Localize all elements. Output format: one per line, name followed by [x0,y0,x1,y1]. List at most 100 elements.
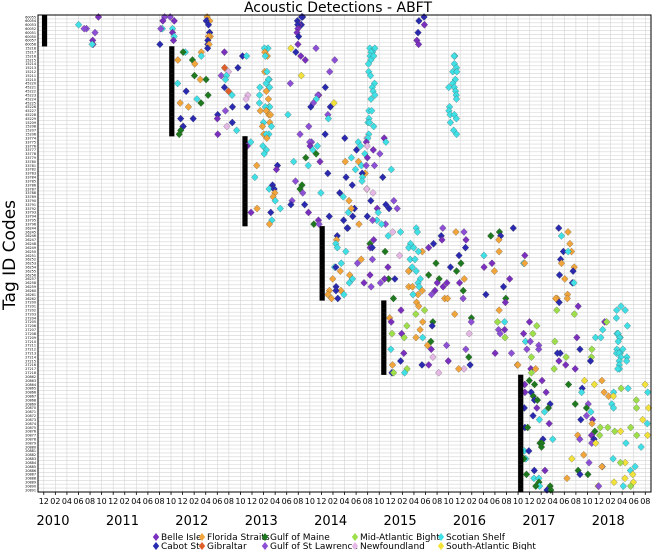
detection-point [378,220,386,228]
tagging-marker [319,292,325,297]
detection-point [214,130,222,139]
detection-point [480,263,488,271]
detection-point [271,196,279,205]
detection-point [495,236,503,244]
detection-point [175,130,183,139]
detection-point [639,415,647,424]
detection-point [265,185,273,193]
tagging-marker [518,484,524,489]
y-tick-label: 27209 [25,336,36,340]
tagging-marker [319,233,325,239]
detection-point [256,107,264,115]
detection-point [223,122,231,131]
y-tick-label: 45227 [25,109,36,113]
detection-point [331,56,339,64]
detection-point [584,470,592,479]
y-tick-label: 20875 [25,426,36,430]
y-tick-label: 33789 [25,195,36,199]
detection-point [603,318,611,326]
detection-point [177,114,185,123]
detection-point [376,150,384,158]
detection-point [415,302,423,311]
y-tick-label: 45220 [25,82,36,86]
detection-point [228,118,236,127]
detection-point [415,17,423,25]
tagging-marker [242,147,248,153]
detection-point [545,419,553,428]
x-tick-label: 02 [50,497,60,506]
detection-point [540,408,549,416]
detection-point [256,83,264,92]
detection-point [310,220,318,228]
detection-point [259,142,267,150]
detection-point [619,482,627,490]
detection-point [400,349,408,357]
y-tick-label: 27205 [25,320,36,324]
detection-point [388,361,397,369]
detection-point [514,361,522,369]
detection-point [304,161,312,170]
x-tick-label: 04 [548,497,558,506]
detection-point [591,333,600,342]
detection-point [452,228,460,236]
legend-marker [351,542,359,550]
detection-point [427,345,435,354]
detection-point [553,306,561,314]
tagging-marker [381,339,387,344]
y-tick-label: 60051 [25,31,36,35]
tagging-marker [381,359,387,364]
detection-point [423,341,432,350]
y-tick-label: 20877 [25,434,36,438]
tagging-marker [518,429,524,434]
detection-point [204,91,212,99]
detection-point [220,83,229,92]
y-tick-label: 20890 [25,484,36,488]
y-tick-label: 26262 [25,297,36,301]
tagging-marker [169,116,175,121]
detection-point [621,458,629,467]
detection-point [420,306,429,314]
x-tick-label: 08 [293,497,303,506]
detection-point [315,220,323,228]
detection-point [156,40,164,49]
tagging-marker [242,163,248,168]
detection-point [324,114,332,123]
detection-point [526,337,534,346]
detection-point [613,306,621,314]
detection-point [170,17,178,25]
y-tick-label: 45223 [25,93,36,97]
detection-point [595,482,603,490]
tagging-marker [319,245,325,250]
detection-point [217,71,225,80]
detection-point [389,294,398,303]
detection-point [587,408,595,416]
y-tick-label: 15215 [25,58,36,62]
y-tick-label: 27215 [25,359,36,363]
tagging-marker [242,187,248,192]
detection-point [614,337,622,346]
detection-point [332,263,340,271]
y-tick-label: 45221 [25,86,36,90]
x-tick-label: 08 [85,497,95,506]
y-tick-label: 33781 [25,164,36,168]
x-year-label: 2014 [314,514,347,529]
detection-point [637,443,645,451]
tagging-marker [518,417,524,422]
detection-point [580,451,588,459]
y-tick-label: 20884 [25,461,36,465]
y-tick-label: 26257 [25,277,36,281]
tagging-marker [518,452,524,458]
y-tick-label: 15209 [25,121,36,125]
detection-point [621,474,629,483]
tagging-marker [518,405,524,411]
detection-point [337,259,345,268]
detection-point [159,17,167,25]
y-tick-label: 15212 [25,70,36,74]
tagging-marker [242,206,248,211]
detection-point [197,52,205,60]
detection-point [433,279,441,287]
detection-point [157,24,165,33]
detection-point [521,337,530,346]
tagging-marker [169,89,175,94]
detection-point [452,267,461,275]
